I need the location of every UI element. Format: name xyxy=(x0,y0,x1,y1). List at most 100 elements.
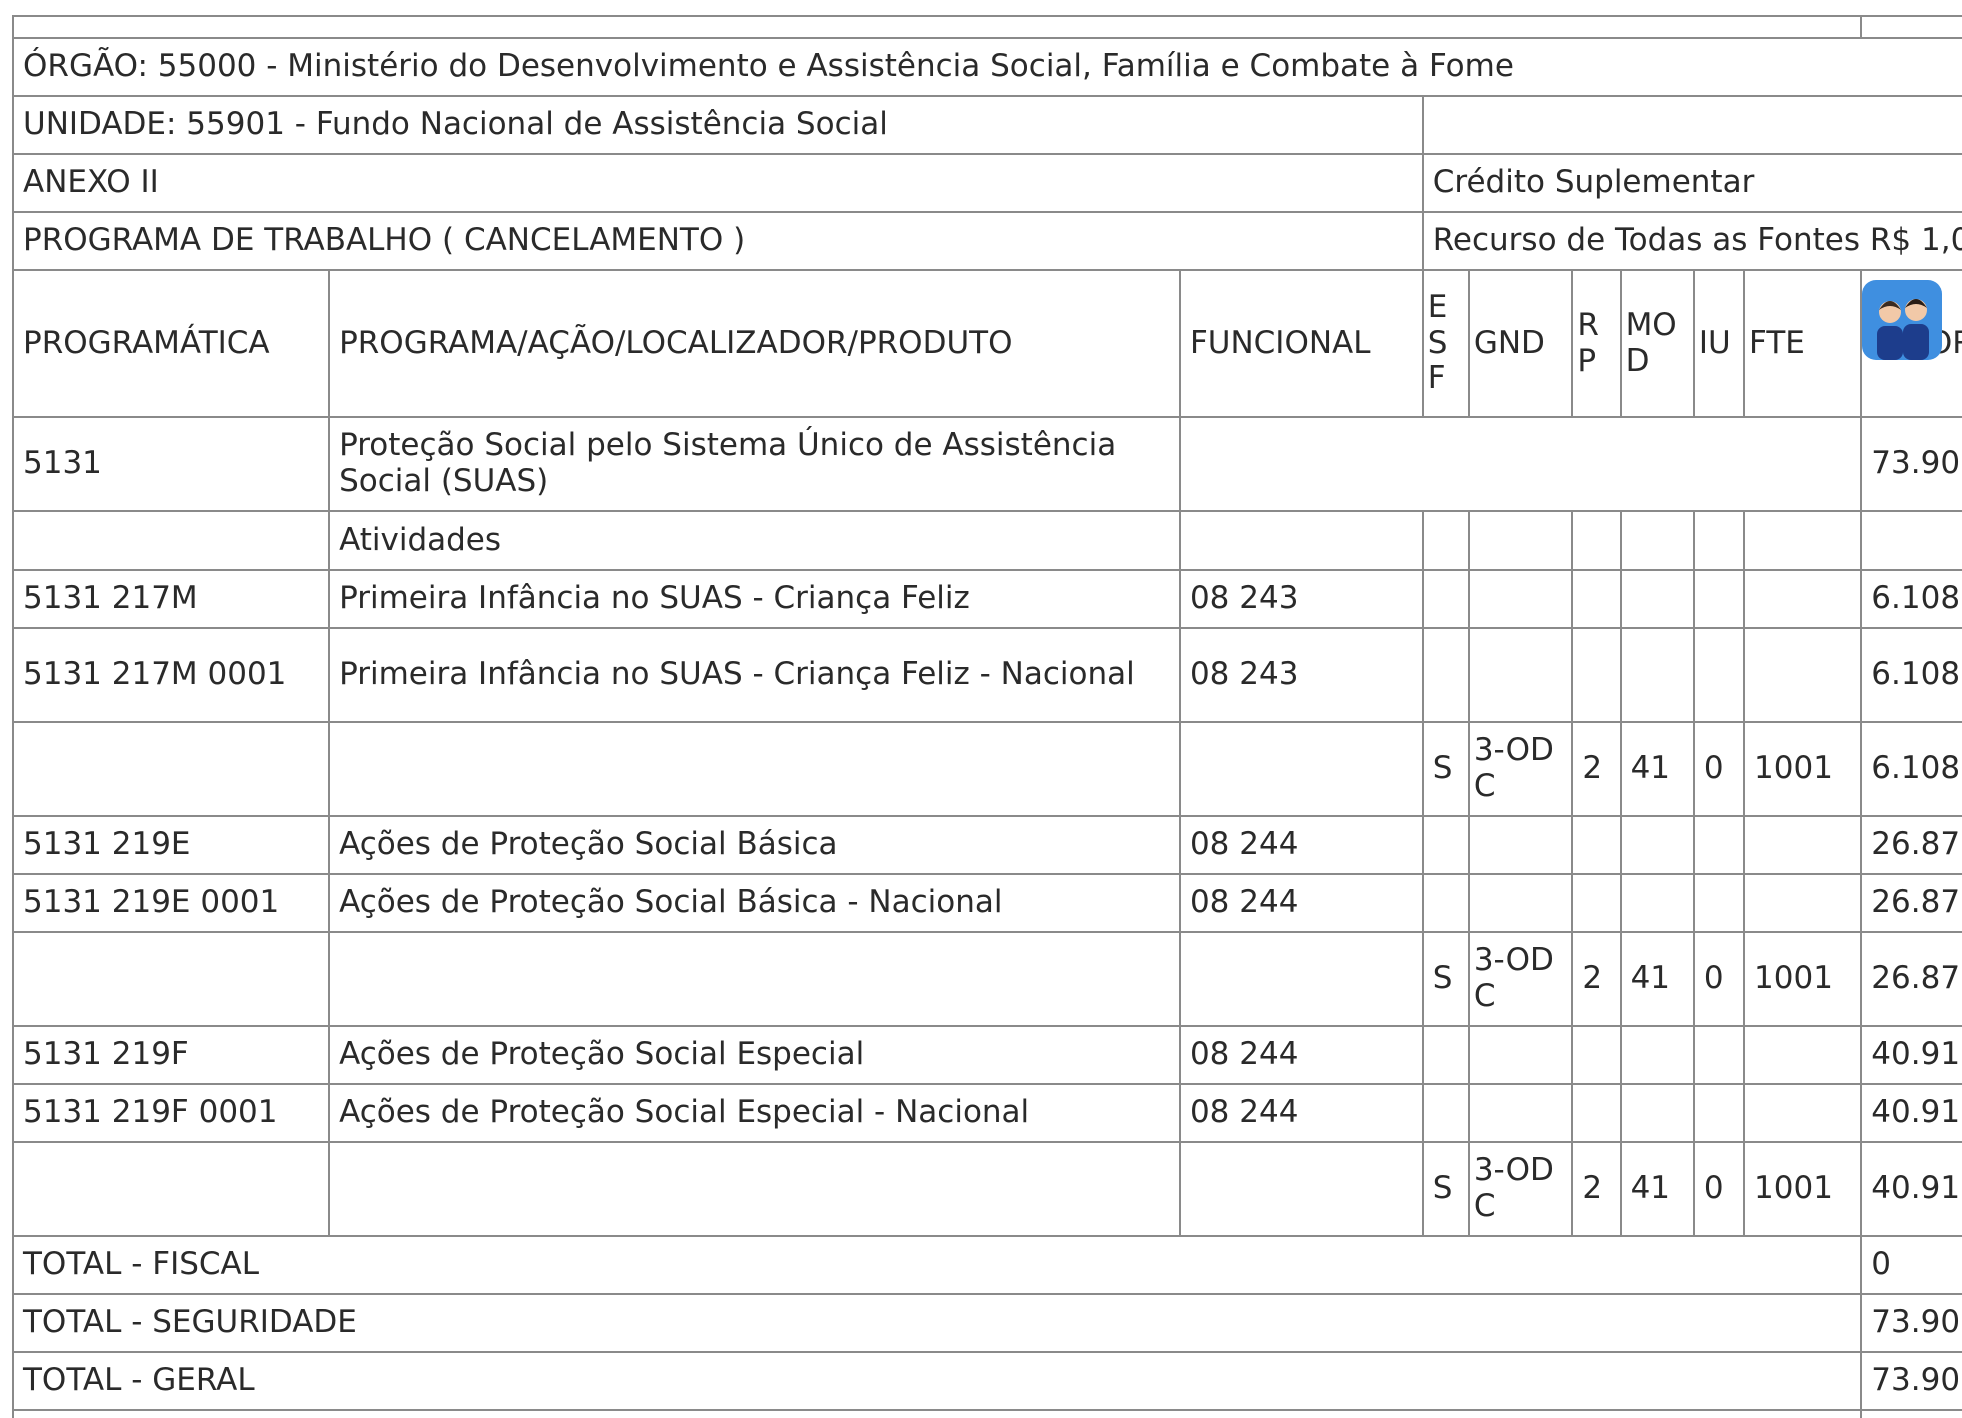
cell xyxy=(1421,627,1470,723)
cell xyxy=(1860,1409,1962,1418)
row: PROGRAMA DE TRABALHO ( CANCELAMENTO ) Rec… xyxy=(12,211,1962,271)
cell: 0 xyxy=(1692,931,1746,1027)
column-header: PROGRAMA/AÇÃO/LOCALIZADOR/PRODUTO xyxy=(328,269,1181,418)
cell: 5131 217M 0001 xyxy=(11,627,331,723)
row: PROGRAMÁTICA PROGRAMA/AÇÃO/LOCALIZADOR/PR… xyxy=(11,269,1962,418)
cell xyxy=(1421,569,1470,629)
cell xyxy=(1421,1025,1470,1085)
cell xyxy=(1421,873,1470,933)
orgao: ÓRGÃO: 55000 - Ministério do Desenvolvim… xyxy=(12,37,1962,97)
cell: 3-ODC xyxy=(1467,931,1574,1027)
total-label: TOTAL - GERAL xyxy=(11,1351,1863,1411)
cell xyxy=(1692,873,1746,933)
cell: 1001 xyxy=(1743,931,1863,1027)
programa-trabalho: PROGRAMA DE TRABALHO ( CANCELAMENTO ) xyxy=(12,211,1424,271)
cell xyxy=(1743,627,1863,723)
cell xyxy=(1619,627,1695,723)
cell xyxy=(11,1409,1863,1418)
cell: 2 xyxy=(1571,721,1622,817)
row: ÓRGÃO: 55000 - Ministério do Desenvolvim… xyxy=(12,37,1962,97)
cell: Ações de Proteção Social Especial xyxy=(328,1025,1181,1085)
cell: Primeira Infância no SUAS - Criança Feli… xyxy=(328,627,1181,723)
cell xyxy=(1619,815,1695,875)
cell: 40.915.491 xyxy=(1860,1083,1962,1143)
column-header: RP xyxy=(1571,269,1622,418)
top-row xyxy=(11,15,1962,39)
cell xyxy=(1178,416,1863,512)
cell xyxy=(1860,510,1962,571)
column-header: FTE xyxy=(1743,269,1863,418)
cell: Ações de Proteção Social Básica - Nacion… xyxy=(328,873,1181,933)
recurso: Recurso de Todas as Fontes R$ 1,00 xyxy=(1421,211,1962,271)
cell xyxy=(1178,510,1424,571)
total-label: TOTAL - FISCAL xyxy=(11,1235,1863,1295)
cell xyxy=(1743,510,1863,571)
cell xyxy=(1743,873,1863,933)
cell xyxy=(1467,873,1574,933)
cell xyxy=(1692,1025,1746,1085)
cell: 5131 217M xyxy=(11,569,331,629)
cell xyxy=(1467,510,1574,571)
row: 5131 219F 0001 Ações de Proteção Social E… xyxy=(11,1083,1962,1143)
cell xyxy=(1692,815,1746,875)
cell xyxy=(1467,1083,1574,1143)
column-header: MOD xyxy=(1619,269,1695,418)
cell: 2 xyxy=(1571,1141,1622,1237)
row: UNIDADE: 55901 - Fundo Nacional de Assis… xyxy=(12,95,1962,155)
icon-graphic xyxy=(1877,299,1929,360)
cell xyxy=(1619,510,1695,571)
column-header: ESF xyxy=(1421,269,1470,418)
assistant-icon xyxy=(1862,280,1942,360)
cell xyxy=(1467,627,1574,723)
cell: 08 244 xyxy=(1178,873,1424,933)
cell xyxy=(1692,627,1746,723)
cell xyxy=(1178,721,1424,817)
anexo: ANEXO II xyxy=(12,153,1424,213)
row: TOTAL - FISCAL 0 xyxy=(11,1235,1962,1295)
row: 5131 217M 0001 Primeira Infância no SUAS … xyxy=(11,627,1962,723)
cell: 41 xyxy=(1619,1141,1695,1237)
cell xyxy=(1692,569,1746,629)
cell xyxy=(1421,1083,1470,1143)
row: 5131 219E Ações de Proteção Social Básica… xyxy=(11,815,1962,875)
cell: 6.108.752 xyxy=(1860,721,1962,817)
budget-table: ÓRGÃO: 55000 - Ministério do Desenvolvim… xyxy=(11,15,1962,1418)
cell: 5131 219E xyxy=(11,815,331,875)
cell xyxy=(11,510,331,571)
credito: Crédito Suplementar xyxy=(1421,153,1962,213)
cell: Ações de Proteção Social Especial - Naci… xyxy=(328,1083,1181,1143)
cell xyxy=(1467,1025,1574,1085)
cell xyxy=(1619,1083,1695,1143)
cell xyxy=(1860,15,1962,39)
cell: 08 244 xyxy=(1178,815,1424,875)
cell: 5131 219E 0001 xyxy=(11,873,331,933)
cell: Atividades xyxy=(328,510,1181,571)
cell xyxy=(1178,1141,1424,1237)
cell xyxy=(1692,510,1746,571)
cell: 73.902.755 xyxy=(1860,416,1962,512)
cell xyxy=(1571,569,1622,629)
column-header: PROGRAMÁTICA xyxy=(11,269,331,418)
cell xyxy=(1467,815,1574,875)
cell xyxy=(1743,815,1863,875)
cell xyxy=(1571,873,1622,933)
cell xyxy=(1743,1083,1863,1143)
cell xyxy=(1421,95,1962,155)
cell: Ações de Proteção Social Básica xyxy=(328,815,1181,875)
row: Atividades xyxy=(11,510,1962,571)
column-header: GND xyxy=(1467,269,1574,418)
cell xyxy=(1571,1025,1622,1085)
cell xyxy=(1178,931,1424,1027)
cell: Proteção Social pelo Sistema Único de As… xyxy=(328,416,1181,512)
row: 5131 Proteção Social pelo Sistema Único d… xyxy=(11,416,1962,512)
cell: 08 243 xyxy=(1178,627,1424,723)
cell: 26.878.512 xyxy=(1860,931,1962,1027)
row: 5131 219E 0001 Ações de Proteção Social B… xyxy=(11,873,1962,933)
cell: 40.915.491 xyxy=(1860,1141,1962,1237)
cell xyxy=(1421,815,1470,875)
cell xyxy=(11,931,331,1027)
